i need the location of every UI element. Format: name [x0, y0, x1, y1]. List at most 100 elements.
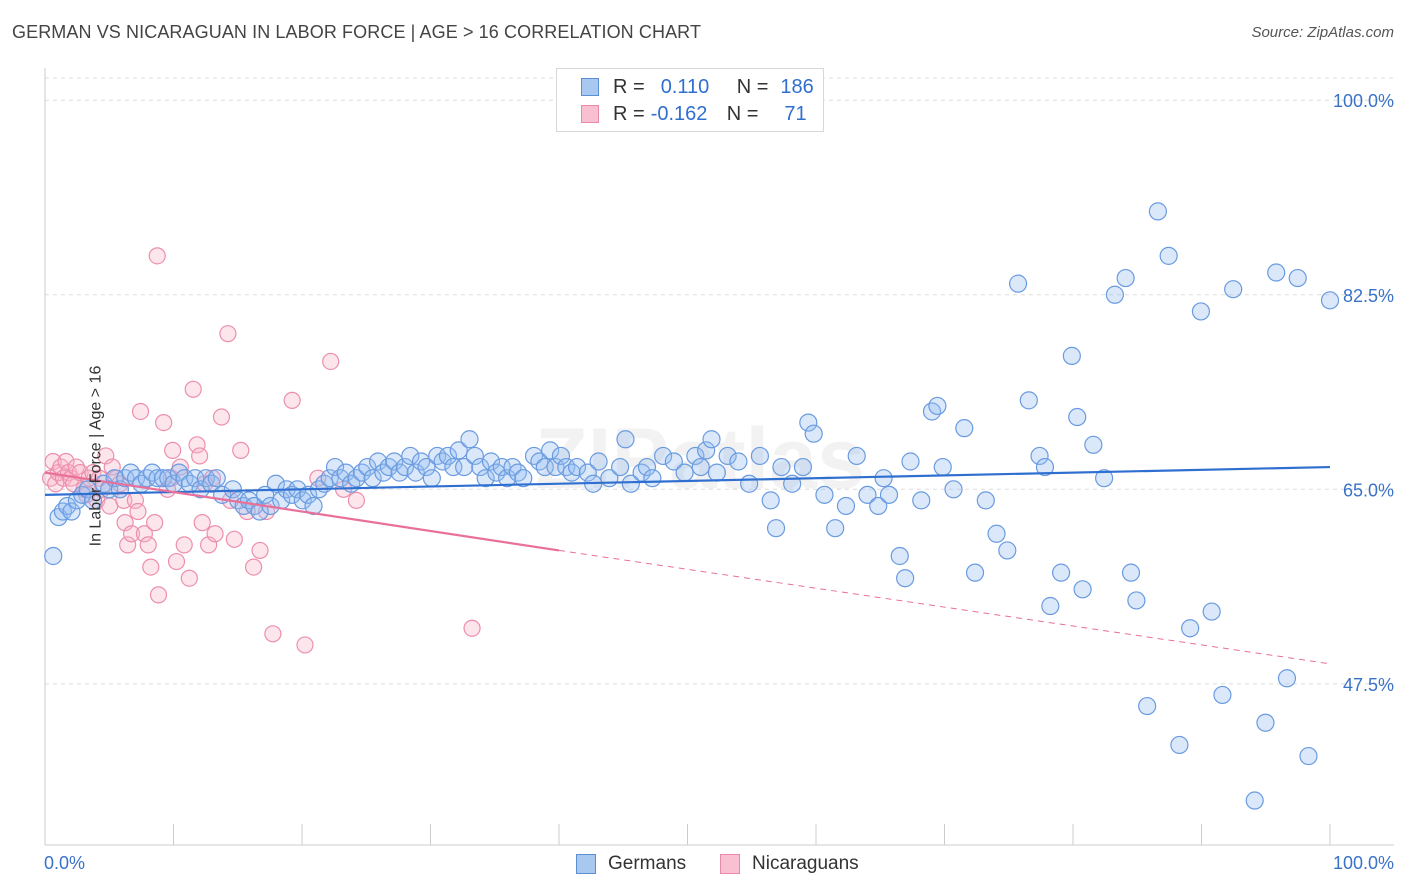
germans-point	[159, 469, 178, 488]
germans-point	[444, 457, 463, 477]
germans-point	[293, 491, 312, 510]
germans-point	[487, 463, 506, 482]
germans-point	[1068, 407, 1087, 427]
germans-point	[987, 524, 1006, 543]
germans-point	[766, 519, 786, 538]
nicaraguans-point	[155, 413, 173, 432]
germans-point	[148, 469, 167, 488]
nicaraguans-point	[188, 436, 206, 454]
germans-point	[325, 457, 345, 477]
germans-point	[912, 491, 931, 510]
germans-point	[965, 563, 985, 582]
nicaraguans-point	[175, 536, 193, 554]
germans-point	[1035, 457, 1055, 477]
nicaraguans-point	[129, 502, 147, 521]
germans-point	[847, 446, 866, 466]
germans-point	[514, 469, 533, 488]
germans-point	[196, 469, 216, 488]
y-tick-label-0: 47.5%	[1343, 675, 1394, 695]
y-axis-label: In Labor Force | Age > 16	[87, 365, 105, 547]
germans-point	[411, 452, 431, 471]
germans-point	[1224, 280, 1243, 299]
y-tick-label-3: 100.0%	[1333, 91, 1394, 111]
germans-point	[481, 452, 501, 471]
germans-point	[186, 469, 205, 488]
germans-point	[1277, 669, 1297, 688]
germans-point	[1062, 346, 1081, 365]
germans-point	[1202, 602, 1221, 621]
germans-point	[1159, 246, 1178, 265]
germans-point	[530, 452, 549, 471]
germans-point	[998, 541, 1017, 560]
nicaraguans-point	[139, 536, 157, 554]
nicaraguans-point	[232, 441, 250, 459]
legend-row-germans: R = 0.110 N = 186	[581, 75, 814, 99]
germans-point	[675, 463, 694, 482]
germans-point	[143, 463, 162, 482]
germans-point	[793, 457, 813, 477]
germans-point	[331, 469, 350, 488]
germans-point	[804, 424, 823, 443]
nicaraguans-point	[206, 525, 224, 543]
germans-point	[223, 480, 242, 499]
nicaraguans-point	[225, 530, 243, 548]
germans-point	[1084, 435, 1103, 454]
germans-point	[153, 469, 173, 488]
germans-points	[44, 202, 1340, 810]
germans-point	[374, 463, 393, 482]
germans-point	[1181, 619, 1200, 638]
germans-point	[498, 469, 517, 488]
nicaraguans-point	[131, 402, 150, 421]
nicaraguans-point	[184, 380, 202, 398]
nicaraguans-point	[191, 447, 209, 465]
germans-point	[551, 446, 571, 466]
germans-point	[299, 485, 318, 504]
germans-point	[358, 457, 377, 477]
germans-point	[508, 463, 527, 482]
germans-point	[1095, 469, 1114, 488]
legend-n-label: N =	[726, 102, 759, 125]
germans-point	[707, 463, 726, 482]
legend-r-label: R =	[613, 102, 645, 125]
germans-point	[836, 496, 856, 516]
germans-point	[433, 452, 452, 471]
germans-point	[858, 485, 877, 504]
germans-point	[955, 419, 974, 438]
nicaraguans-point	[135, 525, 153, 543]
germans-point	[654, 446, 673, 466]
germans-point	[697, 441, 716, 460]
germans-point	[616, 430, 635, 449]
germans-point	[401, 446, 420, 466]
germans-point	[761, 491, 780, 510]
germans-point	[976, 491, 995, 510]
germans-point	[347, 469, 366, 488]
germans-point	[390, 463, 409, 482]
germans-point	[1320, 291, 1340, 310]
germans-point	[44, 546, 63, 566]
germans-point	[121, 463, 140, 482]
germans-point	[1148, 202, 1167, 221]
nicaraguans-point	[264, 625, 282, 643]
germans-point	[637, 457, 657, 477]
germans-point	[562, 463, 581, 482]
nicaraguans-point	[122, 525, 141, 543]
germans-point	[815, 485, 834, 504]
germans-point	[691, 457, 710, 477]
bottom-legend-label-nicaraguans: Nicaraguans	[752, 853, 859, 874]
germans-point	[1299, 746, 1318, 766]
germans-point	[137, 469, 156, 488]
germans-point	[395, 457, 415, 477]
germans-point	[879, 485, 899, 504]
nicaraguans-point	[283, 391, 301, 409]
y-tick-label-1: 65.0%	[1343, 480, 1394, 500]
germans-point	[1116, 268, 1135, 288]
nicaraguans-point	[149, 586, 168, 604]
legend-row-nicaraguans: R = -0.162 N = 71	[581, 102, 807, 126]
germans-point	[175, 469, 194, 488]
nicaraguans-point	[322, 352, 340, 371]
nicaraguans-point	[193, 514, 211, 532]
germans-point	[1138, 696, 1157, 716]
germans-point	[191, 480, 210, 499]
germans-point	[1213, 685, 1232, 705]
germans-point	[896, 569, 915, 588]
